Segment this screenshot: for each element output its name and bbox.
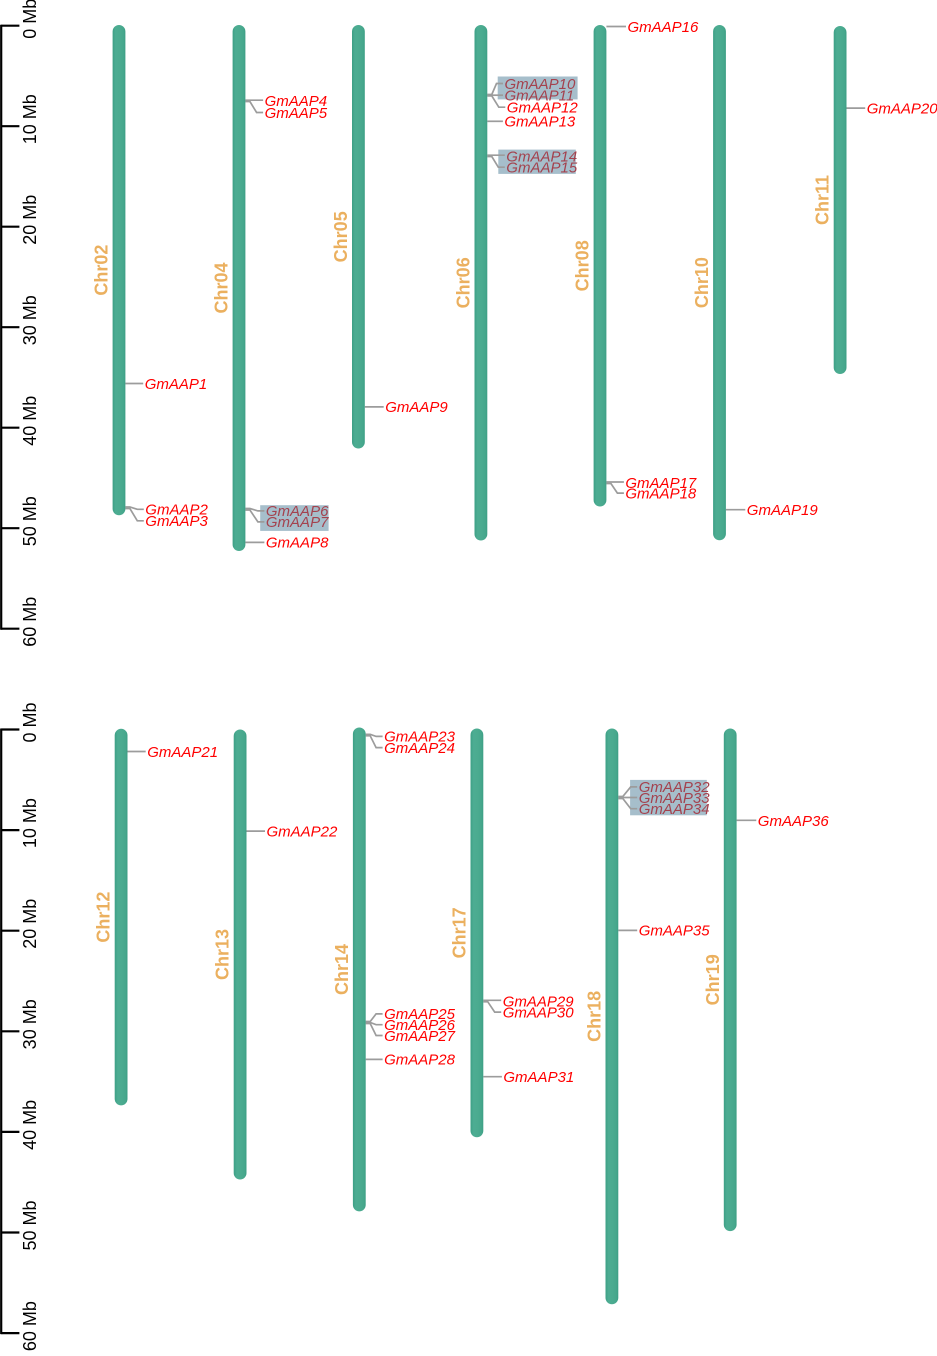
svg-text:GmAAP3: GmAAP3 — [145, 513, 208, 530]
svg-text:GmAAP35: GmAAP35 — [639, 923, 711, 940]
svg-text:GmAAP26: GmAAP26 — [384, 1017, 456, 1034]
svg-text:Chr02: Chr02 — [92, 245, 112, 296]
svg-text:GmAAP28: GmAAP28 — [384, 1052, 456, 1069]
svg-text:GmAAP20: GmAAP20 — [867, 100, 937, 117]
svg-text:GmAAP23: GmAAP23 — [384, 729, 456, 746]
svg-text:GmAAP1: GmAAP1 — [145, 376, 208, 393]
svg-text:GmAAP4: GmAAP4 — [265, 93, 328, 110]
svg-text:50 Mb: 50 Mb — [20, 1200, 40, 1250]
svg-text:Chr14: Chr14 — [332, 944, 352, 995]
svg-text:GmAAP5: GmAAP5 — [265, 105, 328, 122]
svg-text:GmAAP13: GmAAP13 — [504, 114, 576, 131]
svg-text:GmAAP8: GmAAP8 — [266, 535, 329, 552]
svg-text:GmAAP19: GmAAP19 — [747, 502, 819, 519]
svg-text:Chr12: Chr12 — [94, 892, 114, 943]
svg-text:GmAAP11: GmAAP11 — [505, 87, 575, 104]
svg-text:GmAAP10: GmAAP10 — [505, 76, 577, 93]
svg-text:Chr05: Chr05 — [331, 211, 351, 262]
svg-text:GmAAP14: GmAAP14 — [506, 148, 577, 165]
svg-text:GmAAP27: GmAAP27 — [384, 1028, 456, 1045]
svg-text:GmAAP18: GmAAP18 — [625, 485, 697, 502]
svg-text:0 Mb: 0 Mb — [20, 702, 40, 742]
svg-text:Chr10: Chr10 — [692, 257, 712, 308]
svg-text:GmAAP7: GmAAP7 — [266, 514, 329, 531]
svg-text:0 Mb: 0 Mb — [20, 0, 40, 39]
svg-text:GmAAP15: GmAAP15 — [506, 160, 578, 177]
svg-text:GmAAP30: GmAAP30 — [503, 1004, 575, 1021]
svg-text:GmAAP25: GmAAP25 — [384, 1006, 456, 1023]
svg-text:Chr13: Chr13 — [213, 929, 233, 980]
svg-text:Chr11: Chr11 — [813, 175, 833, 225]
svg-text:GmAAP33: GmAAP33 — [639, 790, 711, 807]
svg-text:GmAAP31: GmAAP31 — [503, 1069, 574, 1086]
svg-text:40 Mb: 40 Mb — [20, 396, 40, 446]
svg-text:GmAAP32: GmAAP32 — [639, 779, 711, 796]
svg-text:Chr04: Chr04 — [212, 262, 232, 313]
svg-text:GmAAP9: GmAAP9 — [385, 399, 448, 416]
svg-text:GmAAP36: GmAAP36 — [758, 813, 830, 830]
svg-text:30 Mb: 30 Mb — [20, 999, 40, 1049]
svg-text:GmAAP22: GmAAP22 — [267, 823, 339, 840]
svg-text:GmAAP2: GmAAP2 — [145, 502, 208, 519]
svg-text:Chr18: Chr18 — [585, 991, 605, 1042]
svg-text:20 Mb: 20 Mb — [20, 899, 40, 949]
svg-text:GmAAP16: GmAAP16 — [628, 19, 700, 36]
svg-text:GmAAP34: GmAAP34 — [639, 801, 710, 818]
svg-text:20 Mb: 20 Mb — [20, 195, 40, 245]
svg-text:10 Mb: 10 Mb — [20, 94, 40, 144]
svg-text:GmAAP12: GmAAP12 — [507, 100, 579, 117]
svg-text:Chr08: Chr08 — [573, 240, 593, 291]
svg-text:30 Mb: 30 Mb — [20, 295, 40, 345]
svg-text:60 Mb: 60 Mb — [20, 597, 40, 647]
svg-text:60 Mb: 60 Mb — [20, 1301, 40, 1351]
svg-text:Chr17: Chr17 — [450, 907, 470, 958]
svg-text:40 Mb: 40 Mb — [20, 1100, 40, 1150]
svg-text:10 Mb: 10 Mb — [20, 798, 40, 848]
svg-text:50 Mb: 50 Mb — [20, 496, 40, 546]
svg-text:Chr19: Chr19 — [703, 954, 723, 1005]
svg-text:GmAAP29: GmAAP29 — [503, 994, 575, 1011]
svg-text:GmAAP17: GmAAP17 — [625, 475, 697, 492]
svg-text:GmAAP6: GmAAP6 — [266, 503, 329, 520]
svg-text:GmAAP21: GmAAP21 — [147, 744, 218, 761]
svg-text:GmAAP24: GmAAP24 — [384, 740, 455, 757]
svg-text:Chr06: Chr06 — [454, 257, 474, 308]
